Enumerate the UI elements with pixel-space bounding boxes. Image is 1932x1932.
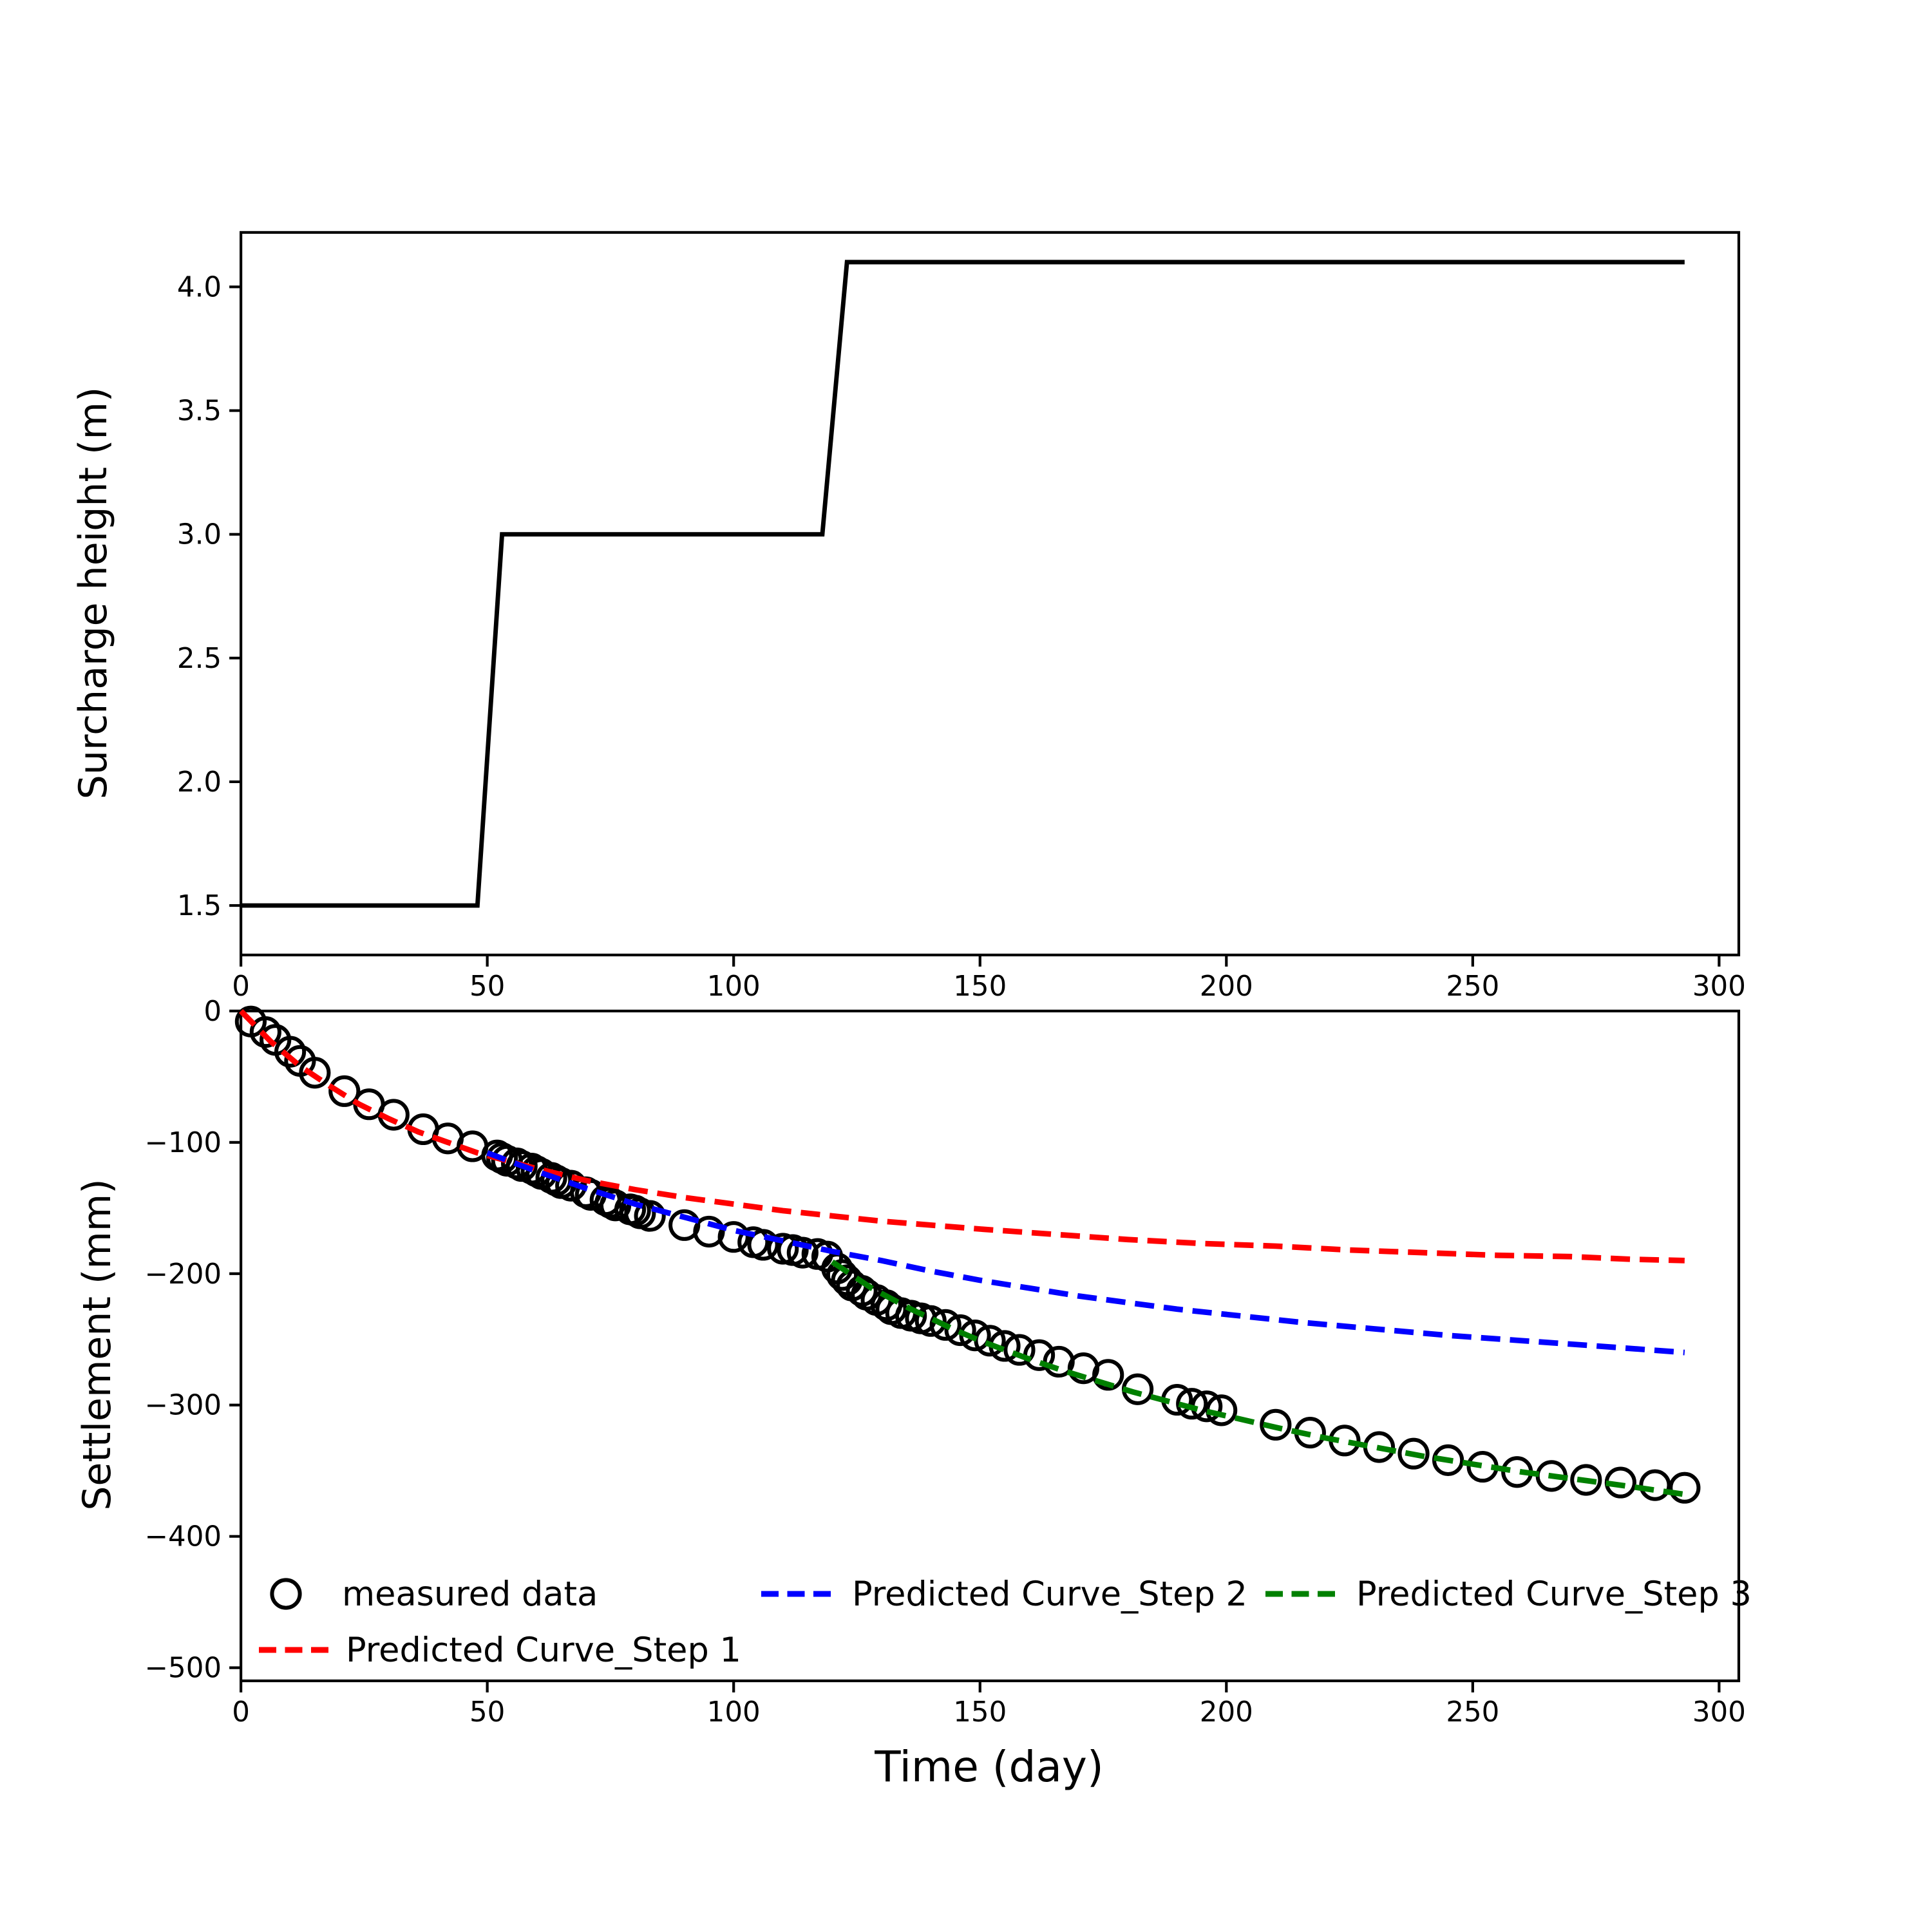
surcharge-y-tick-label: 2.5 bbox=[177, 643, 222, 675]
surcharge-y-tick-label: 1.5 bbox=[177, 890, 222, 922]
legend-step3-label: Predicted Curve_Step 3 bbox=[1356, 1575, 1752, 1614]
predicted-curve-step-3-line bbox=[830, 1259, 1685, 1497]
measured-data-point bbox=[717, 1221, 750, 1253]
measured-data-point bbox=[328, 1075, 361, 1107]
measured-data-point bbox=[693, 1215, 725, 1248]
surcharge-x-tick-label: 250 bbox=[1446, 971, 1499, 1003]
measured-data-point bbox=[914, 1305, 947, 1337]
surcharge-height-line bbox=[241, 260, 1685, 908]
settlement-x-tick-label: 100 bbox=[707, 1696, 761, 1728]
settlement-x-tick-label: 250 bbox=[1446, 1696, 1499, 1728]
measured-data-point bbox=[929, 1309, 961, 1341]
settlement-x-tick-label: 200 bbox=[1200, 1696, 1253, 1728]
surcharge-axes: 0 50 100 150 200 250 300 1.5 2.0 2.5 3.0 3.5 4.0 Sur… bbox=[71, 231, 1746, 1003]
settlement-x-tick-label: 150 bbox=[953, 1696, 1007, 1728]
surcharge-x-tick-label: 200 bbox=[1200, 971, 1253, 1003]
surcharge-y-tick-label: 4.0 bbox=[177, 271, 222, 303]
measured-data-point bbox=[249, 1016, 281, 1048]
surcharge-y-tick-label: 3.0 bbox=[177, 519, 222, 551]
surcharge-axes-content: 0 50 100 150 200 250 300 1.5 2.0 2.5 3.0 3.5 4.0 bbox=[177, 231, 1746, 1003]
surcharge-x-tick-label: 150 bbox=[953, 971, 1007, 1003]
measured-data-point bbox=[944, 1314, 976, 1347]
measured-data-point bbox=[1669, 1472, 1701, 1504]
legend-measured-marker-icon bbox=[270, 1578, 302, 1610]
measured-data-point bbox=[786, 1236, 819, 1269]
measured-data-point bbox=[634, 1200, 666, 1232]
settlement-y-tick-label: −400 bbox=[145, 1521, 222, 1553]
surcharge-frame bbox=[239, 231, 1741, 957]
measured-data-point bbox=[299, 1057, 331, 1089]
measured-data-point bbox=[1397, 1437, 1430, 1470]
surcharge-x-tick-label: 300 bbox=[1692, 971, 1746, 1003]
surcharge-x-tick-label: 50 bbox=[469, 971, 505, 1003]
settlement-y-tick-label: −200 bbox=[145, 1258, 222, 1291]
measured-data-point bbox=[826, 1259, 858, 1291]
settlement-x-tick-label: 50 bbox=[469, 1696, 505, 1728]
measured-data-point bbox=[274, 1036, 307, 1068]
measured-data-point bbox=[1003, 1334, 1036, 1366]
surcharge-y-tick-label: 2.0 bbox=[177, 766, 222, 799]
measured-data-point bbox=[1639, 1469, 1671, 1501]
predicted-curve-step-1-line bbox=[238, 1009, 1685, 1264]
settlement-x-tick-label: 300 bbox=[1692, 1696, 1746, 1728]
settlement-y-tick-label: 0 bbox=[204, 996, 222, 1028]
settlement-axes-content: 0 50 100 150 200 250 300 0 −100 −200 −300 −400 −500 bbox=[145, 996, 1746, 1728]
legend-step1-label: Predicted Curve_Step 1 bbox=[346, 1631, 741, 1670]
surcharge-x-tick-label: 0 bbox=[232, 971, 250, 1003]
measured-data-point bbox=[747, 1229, 779, 1261]
settlement-y-tick-label: −500 bbox=[145, 1653, 222, 1685]
settlement-axes: 0 50 100 150 200 250 3000−100−200−300−400−500 … bbox=[75, 996, 1752, 1792]
surcharge-y-tick-label: 3.5 bbox=[177, 395, 222, 428]
time-x-axis-label: Time (day) bbox=[874, 1742, 1103, 1792]
surcharge-x-tick-label: 100 bbox=[707, 971, 761, 1003]
settlement-y-tick-label: −300 bbox=[145, 1390, 222, 1422]
measured-data-point bbox=[767, 1233, 799, 1265]
measured-data-point bbox=[1176, 1388, 1208, 1420]
measured-data-point bbox=[1092, 1359, 1124, 1391]
measured-data-point bbox=[1260, 1408, 1292, 1441]
legend-step2-label: Predicted Curve_Step 2 bbox=[852, 1575, 1247, 1614]
predicted-curve-step-2-line bbox=[486, 1150, 1685, 1356]
legend-measured-label: measured data bbox=[342, 1575, 598, 1614]
surcharge-y-axis-label: Surcharge height (m) bbox=[71, 387, 116, 800]
settlement-frame bbox=[239, 1009, 1741, 1683]
measured-data-point bbox=[1570, 1464, 1602, 1496]
settlement-y-axis-label: Settlement (mm) bbox=[75, 1179, 120, 1510]
settlement-x-tick-label: 0 bbox=[232, 1696, 250, 1728]
settlement-y-tick-label: −100 bbox=[145, 1127, 222, 1159]
legend: measured data Predicted Curve_Step 1 Pre… bbox=[259, 1575, 1752, 1670]
